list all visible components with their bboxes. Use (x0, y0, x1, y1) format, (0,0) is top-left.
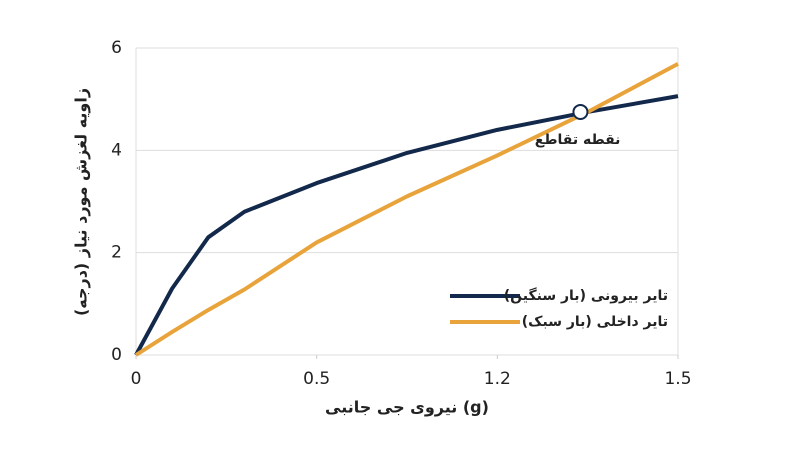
x-tick-label: 1.5 (664, 369, 691, 389)
legend-label: تایر داخلی (بار سبک) (522, 314, 668, 330)
annotation: نقطه تقاطع (535, 132, 621, 148)
y-axis-title: زاویه لغزش مورد نیاز (درجه) (72, 88, 91, 316)
series-line (134, 94, 679, 356)
x-axis-title: نیروی جی جانبی (g) (325, 398, 489, 417)
x-tick-label: 0 (131, 369, 142, 389)
legend-label: تایر بیرونی (بار سنگین) (504, 287, 668, 304)
series-line (134, 62, 679, 357)
x-tick-label: 0.5 (303, 369, 330, 389)
y-tick-label: 4 (111, 140, 122, 160)
y-tick-label: 2 (111, 243, 122, 263)
intersection-point (572, 103, 589, 120)
x-tick-label: 1.2 (484, 369, 511, 389)
y-tick-label: 0 (111, 345, 122, 365)
y-tick-label: 6 (111, 38, 122, 58)
